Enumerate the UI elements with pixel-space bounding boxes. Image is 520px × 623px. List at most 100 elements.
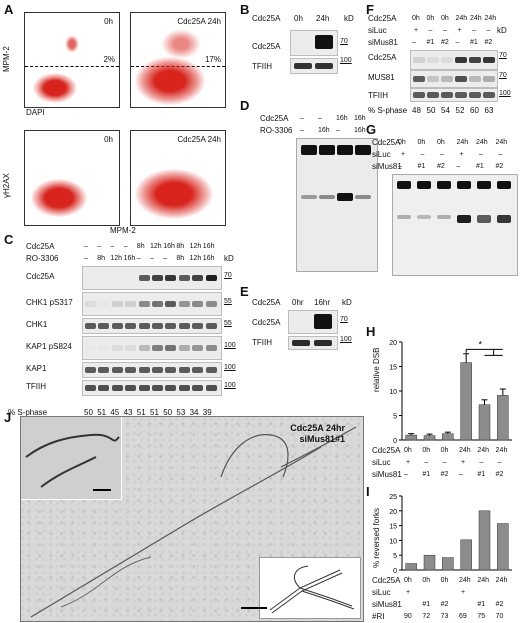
sphase-label: % S-phase: [368, 106, 408, 115]
lane-label: 24h: [484, 15, 497, 22]
lane-label: –: [84, 243, 88, 250]
band: [427, 92, 439, 98]
lane-label: 24h: [459, 577, 471, 584]
condition-label: siMus81: [368, 38, 398, 47]
lane-label: +: [401, 151, 406, 158]
lane-label: 8h: [176, 255, 185, 262]
band: [152, 301, 163, 307]
band: [165, 385, 177, 391]
band: [98, 301, 110, 307]
bar: [442, 557, 454, 571]
pfge-gel: [296, 138, 378, 272]
sphase-value: 60: [470, 106, 479, 115]
lane-label: #2: [441, 39, 449, 46]
lane-label: 0h: [422, 577, 431, 584]
lane-label: 12h: [189, 243, 202, 250]
well: [397, 181, 411, 189]
sphase-value: 53: [176, 408, 186, 417]
facs-condition-label: 0h: [104, 135, 113, 144]
condition-label: siLuc: [372, 588, 391, 597]
band: [178, 385, 190, 391]
panel-label-d: D: [240, 98, 250, 113]
lane-label: –: [428, 27, 433, 34]
lane-label: –: [442, 459, 447, 466]
sphase-value: 50: [426, 106, 436, 115]
band: [152, 367, 163, 373]
band-label: MUS81: [368, 73, 395, 82]
lane-label: 0h: [404, 577, 412, 584]
facs-plot-a-bottom-right: Cdc25A 24h: [130, 130, 226, 226]
band: [413, 57, 425, 63]
band-label: TFIIH: [26, 382, 46, 391]
lane-label: –: [150, 255, 154, 262]
lane-label: #1: [417, 163, 426, 170]
band: [152, 345, 163, 351]
band: [165, 275, 177, 281]
bar: [460, 362, 472, 441]
band-label: CHK1 pS317: [26, 298, 73, 307]
band: [483, 57, 495, 63]
lane-label: –: [398, 163, 402, 170]
lane-label: 0h: [426, 15, 435, 22]
lane-label: –: [412, 39, 416, 46]
lane-label: +: [414, 27, 419, 34]
lane-label: –: [123, 243, 128, 250]
lane-label: #1: [477, 471, 486, 478]
western-blot: [82, 380, 222, 396]
western-blot: [82, 362, 222, 378]
size-marker: 55: [224, 320, 232, 327]
kd-label: kD: [497, 26, 507, 35]
dsb-band: [477, 215, 491, 223]
lane-label: 0h: [398, 139, 406, 146]
condition-label: RO-3306: [26, 254, 59, 263]
band: [125, 301, 137, 307]
y-tick-label: 0: [393, 568, 397, 574]
sphase-value: 34: [189, 408, 199, 417]
lane-label: –: [420, 151, 425, 158]
band: [192, 367, 204, 373]
band-label: Cdc25A: [252, 42, 281, 51]
band: [152, 323, 163, 329]
y-tick-label: 15: [389, 524, 397, 531]
sphase-value: 48: [412, 106, 421, 115]
lane-label: #1: [426, 39, 435, 46]
lane-label: #2: [495, 471, 504, 478]
band: [483, 76, 495, 82]
lane-label: –: [479, 459, 484, 466]
lane-label: 0h: [412, 15, 420, 22]
condition-label: #RI: [372, 612, 385, 621]
western-blot: [410, 50, 498, 70]
lane-label: 75: [477, 613, 486, 620]
caption-line: siMus81#1: [299, 434, 345, 444]
size-marker: 70: [499, 72, 507, 79]
band: [192, 345, 204, 351]
bar: [405, 563, 417, 571]
lane-label: 16h: [336, 115, 348, 122]
panel-label-i: I: [366, 484, 370, 499]
axis-label: MPM-2: [2, 46, 11, 72]
band: [98, 345, 110, 351]
band: [98, 385, 110, 391]
size-marker: 70: [499, 52, 507, 59]
band: [165, 323, 177, 329]
bar: [405, 434, 417, 441]
condition-label: Cdc25A: [252, 14, 281, 23]
lane-label: 69: [459, 613, 467, 620]
band: [138, 301, 150, 307]
lane-label: –: [136, 255, 141, 262]
lane-label: 12h: [189, 255, 202, 262]
lane-label: 24h: [455, 15, 468, 22]
bar: [497, 395, 509, 441]
well: [477, 181, 491, 189]
western-blot: [82, 266, 222, 290]
dsb-band: [457, 215, 471, 223]
lane-label: –: [84, 255, 88, 262]
band-label: Cdc25A: [252, 318, 281, 327]
bar-chart-h: 0 5 10 15 20 *: [389, 339, 512, 444]
band-label: CHK1: [26, 320, 48, 329]
lane-label: –: [163, 255, 168, 262]
band: [111, 367, 123, 373]
caption-line: Cdc25A 24hr: [290, 423, 345, 433]
band: [413, 76, 425, 82]
sphase-value: 51: [150, 408, 159, 417]
